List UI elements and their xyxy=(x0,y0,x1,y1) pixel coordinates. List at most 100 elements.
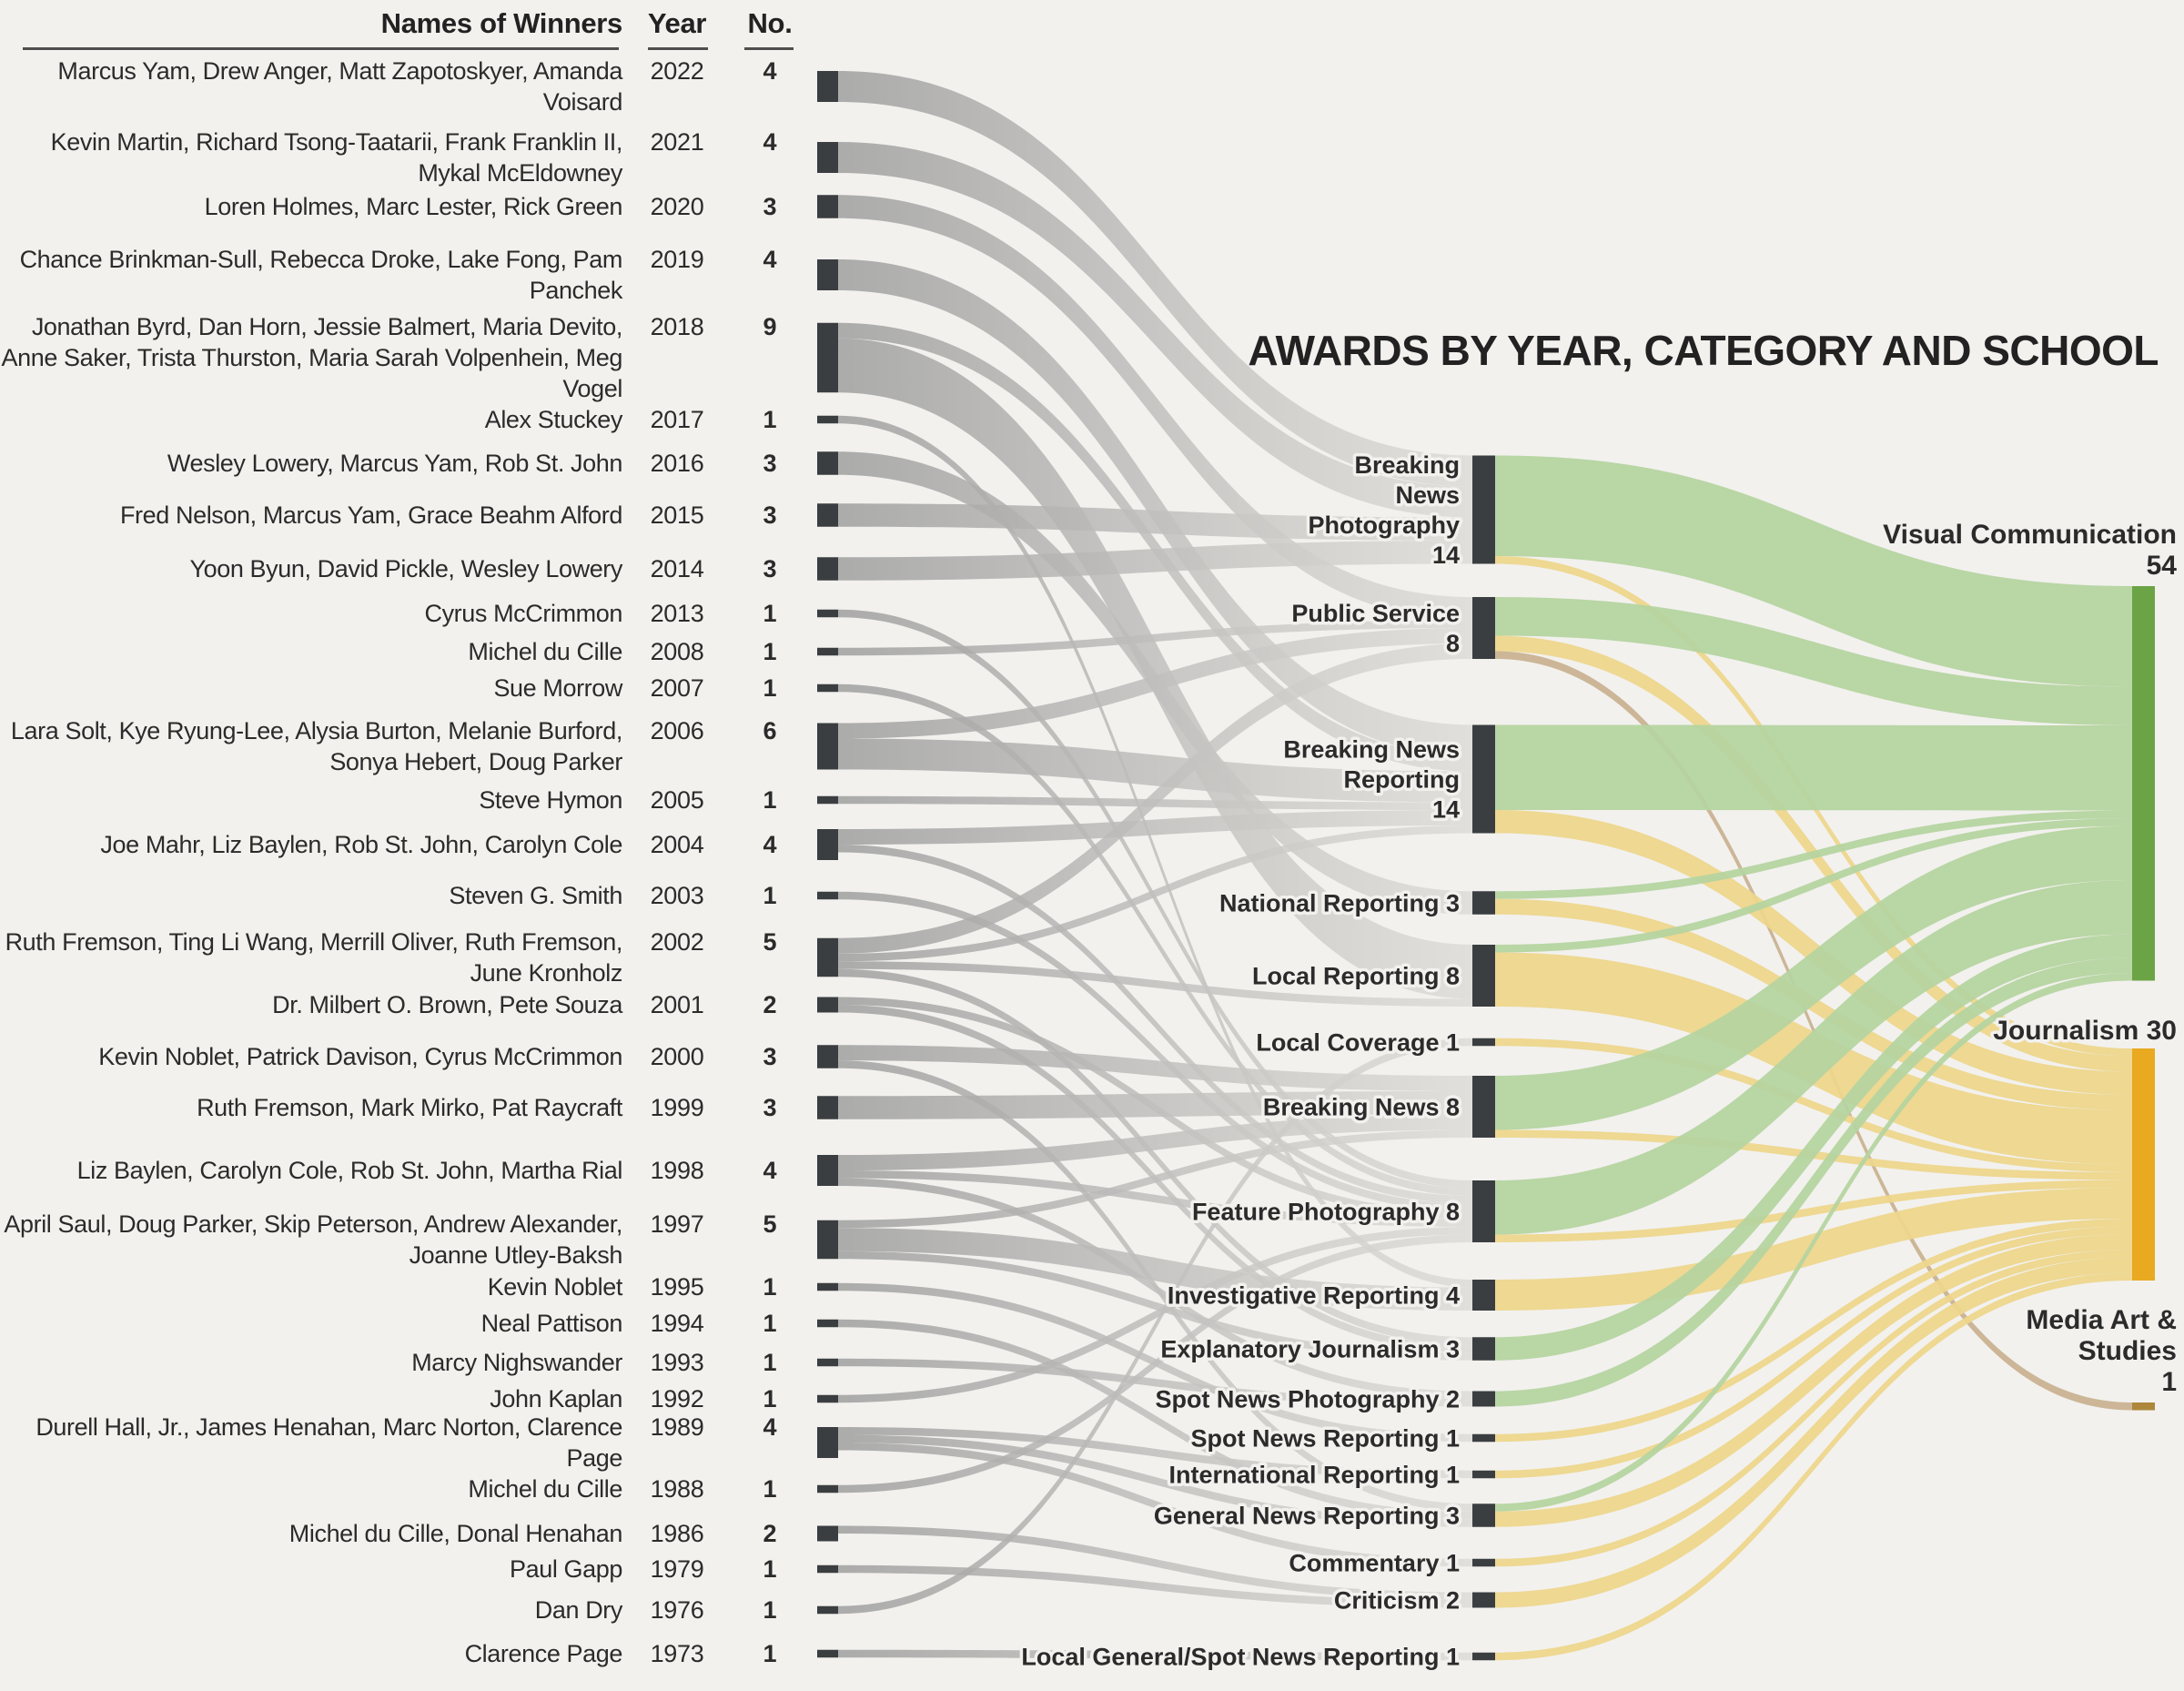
table-row: Loren Holmes, Marc Lester, Rick Green 202… xyxy=(0,191,808,222)
count-cell: 3 xyxy=(763,1094,777,1121)
year-cell: 2005 xyxy=(650,786,704,814)
count-cell: 1 xyxy=(763,638,777,665)
category-label-commentary: Commentary 1 xyxy=(1289,1550,1460,1577)
flow-1989-international-reporting xyxy=(838,1427,1472,1479)
winner-names: Michel du Cille xyxy=(468,1475,622,1503)
year-node-1995 xyxy=(817,1282,838,1291)
category-label-international-reporting: International Reporting 1 xyxy=(1168,1462,1460,1489)
year-node-1989 xyxy=(817,1427,838,1458)
year-node-1998 xyxy=(817,1155,838,1186)
flow-1993-spot-news-photography xyxy=(838,1358,1472,1407)
flow-international-reporting-journalism xyxy=(1495,1226,2132,1479)
table-row: Steve Hymon 2005 1 xyxy=(0,785,808,815)
header-no: No. xyxy=(747,7,793,39)
school-label-media-art-studies: Media Art & Studies 1 xyxy=(2026,1305,2177,1397)
year-node-2017 xyxy=(817,415,838,424)
winner-names: Joe Mahr, Liz Baylen, Rob St. John, Caro… xyxy=(100,831,622,858)
year-cell: 2013 xyxy=(650,600,704,627)
year-cell: 1999 xyxy=(650,1094,704,1121)
winner-names: Kevin Noblet xyxy=(487,1273,623,1301)
winner-names: Kevin Martin, Richard Tsong-Taatarii, Fr… xyxy=(50,128,623,187)
winner-names: Chance Brinkman-Sull, Rebecca Droke, Lak… xyxy=(19,246,623,304)
table-row: Jonathan Byrd, Dan Horn, Jessie Balmert,… xyxy=(0,311,808,404)
flow-2007-feature-photography xyxy=(838,683,1472,1196)
year-cell: 1994 xyxy=(650,1310,704,1337)
table-row: Kevin Martin, Richard Tsong-Taatarii, Fr… xyxy=(0,127,808,188)
table-row: Lara Solt, Kye Ryung-Lee, Alysia Burton,… xyxy=(0,715,808,777)
winner-names: Ruth Fremson, Mark Mirko, Pat Raycraft xyxy=(197,1094,622,1121)
category-node-national-reporting xyxy=(1472,891,1495,915)
year-cell: 2004 xyxy=(650,831,704,858)
winner-names: Cyrus McCrimmon xyxy=(424,600,622,627)
flow-1997-breaking-news xyxy=(838,1129,1472,1229)
count-cell: 3 xyxy=(763,501,777,529)
chart-title: AWARDS BY YEAR, CATEGORY AND SCHOOL xyxy=(1248,327,2159,374)
flow-criticism-journalism xyxy=(1495,1257,2132,1608)
table-row: Michel du Cille 1988 1 xyxy=(0,1473,808,1504)
count-cell: 5 xyxy=(763,928,777,956)
category-label-spot-news-photography: Spot News Photography 2 xyxy=(1155,1386,1460,1413)
year-node-2022 xyxy=(817,71,838,102)
table-row: Clarence Page 1973 1 xyxy=(0,1638,808,1669)
category-node-explanatory-journalism xyxy=(1472,1337,1495,1361)
flow-2002-breaking-news-reporting xyxy=(838,825,1472,962)
flow-2015-breaking-news-photography xyxy=(838,503,1472,541)
category-label-breaking-news-reporting: Breaking News Reporting 14 xyxy=(1283,736,1460,824)
winner-names: Ruth Fremson, Ting Li Wang, Merrill Oliv… xyxy=(5,928,623,987)
table-header: Names of Winners Year No. xyxy=(0,7,808,40)
year-node-2016 xyxy=(817,451,838,475)
year-cell: 2000 xyxy=(650,1043,704,1070)
category-node-feature-photography xyxy=(1472,1180,1495,1242)
table-row: Dr. Milbert O. Brown, Pete Souza 2001 2 xyxy=(0,989,808,1020)
flow-1998-feature-photography xyxy=(838,1170,1472,1227)
flow-spot-news-reporting-journalism xyxy=(1495,1219,2132,1443)
winner-names: Wesley Lowery, Marcus Yam, Rob St. John xyxy=(167,450,623,477)
count-cell: 3 xyxy=(763,555,777,582)
winner-names: Steve Hymon xyxy=(479,786,622,814)
flow-1999-breaking-news xyxy=(838,1091,1472,1119)
table-row: Marcus Yam, Drew Anger, Matt Zapotoskyer… xyxy=(0,56,808,117)
winner-names: Michel du Cille xyxy=(468,638,622,665)
table-row: John Kaplan 1992 1 xyxy=(0,1383,808,1414)
flow-1998-spot-news-photography xyxy=(838,1178,1472,1399)
year-cell: 2020 xyxy=(650,193,704,220)
flow-1986-criticism xyxy=(838,1525,1472,1600)
table-row: Kevin Noblet 1995 1 xyxy=(0,1271,808,1302)
year-node-2000 xyxy=(817,1045,838,1068)
category-label-criticism: Criticism 2 xyxy=(1334,1587,1460,1615)
category-label-public-service: Public Service 8 xyxy=(1291,600,1460,657)
table-row: Durell Hall, Jr., James Henahan, Marc No… xyxy=(0,1412,808,1473)
category-label-investigative-reporting: Investigative Reporting 4 xyxy=(1168,1282,1460,1310)
flow-2021-breaking-news-photography xyxy=(838,142,1472,518)
year-cell: 2016 xyxy=(650,450,704,477)
category-node-investigative-reporting xyxy=(1472,1280,1495,1311)
count-cell: 1 xyxy=(763,1640,777,1667)
year-cell: 2015 xyxy=(650,501,704,529)
category-node-breaking-news-photography xyxy=(1472,455,1495,564)
year-cell: 1973 xyxy=(650,1640,704,1667)
flow-local-coverage-journalism xyxy=(1495,1038,2132,1172)
year-cell: 1988 xyxy=(650,1475,704,1503)
flow-public-service-visual-communication xyxy=(1495,597,2132,725)
flow-1973-local-general-spot-news-reporting xyxy=(838,1649,1472,1661)
year-node-2015 xyxy=(817,503,838,527)
school-node-visual-communication xyxy=(2132,586,2155,981)
count-cell: 1 xyxy=(763,600,777,627)
year-node-2004 xyxy=(817,829,838,860)
winner-names: Michel du Cille, Donal Henahan xyxy=(288,1520,623,1547)
table-row: Fred Nelson, Marcus Yam, Grace Beahm Alf… xyxy=(0,500,808,531)
year-cell: 2019 xyxy=(650,246,704,273)
flow-2006-public-service xyxy=(838,628,1472,739)
year-node-2018 xyxy=(817,322,838,393)
count-cell: 1 xyxy=(763,1273,777,1301)
year-cell: 2006 xyxy=(650,717,704,744)
winner-names: Jonathan Byrd, Dan Horn, Jessie Balmert,… xyxy=(1,313,622,402)
year-cell: 2008 xyxy=(650,638,704,665)
flow-investigative-reporting-journalism xyxy=(1495,1188,2132,1311)
table-row: Cyrus McCrimmon 2013 1 xyxy=(0,598,808,629)
flow-1997-investigative-reporting xyxy=(838,1228,1472,1311)
table-row: Paul Gapp 1979 1 xyxy=(0,1554,808,1585)
winner-names: Neal Pattison xyxy=(480,1310,623,1337)
category-node-general-news-reporting xyxy=(1472,1504,1495,1527)
